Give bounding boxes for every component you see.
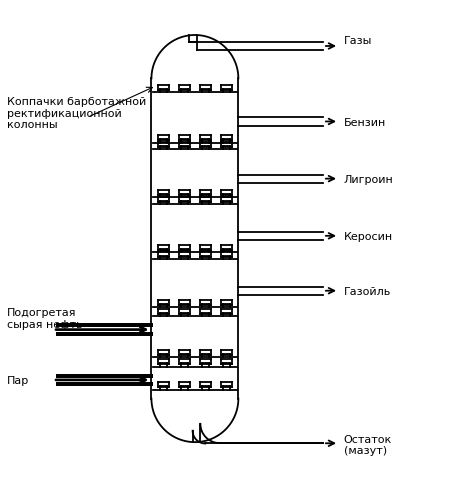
Text: Лигроин: Лигроин <box>344 175 394 185</box>
Text: Газойль: Газойль <box>344 287 391 297</box>
Text: Подогретая
сырая нефть: Подогретая сырая нефть <box>7 308 83 329</box>
Text: Бензин: Бензин <box>344 118 386 128</box>
Text: Остаток
(мазут): Остаток (мазут) <box>344 434 392 455</box>
Text: Керосин: Керосин <box>344 232 393 242</box>
Text: Коппачки барботажной
ректификационной
колонны: Коппачки барботажной ректификационной ко… <box>7 97 147 130</box>
Text: Пар: Пар <box>7 375 30 385</box>
Text: Газы: Газы <box>344 36 372 46</box>
